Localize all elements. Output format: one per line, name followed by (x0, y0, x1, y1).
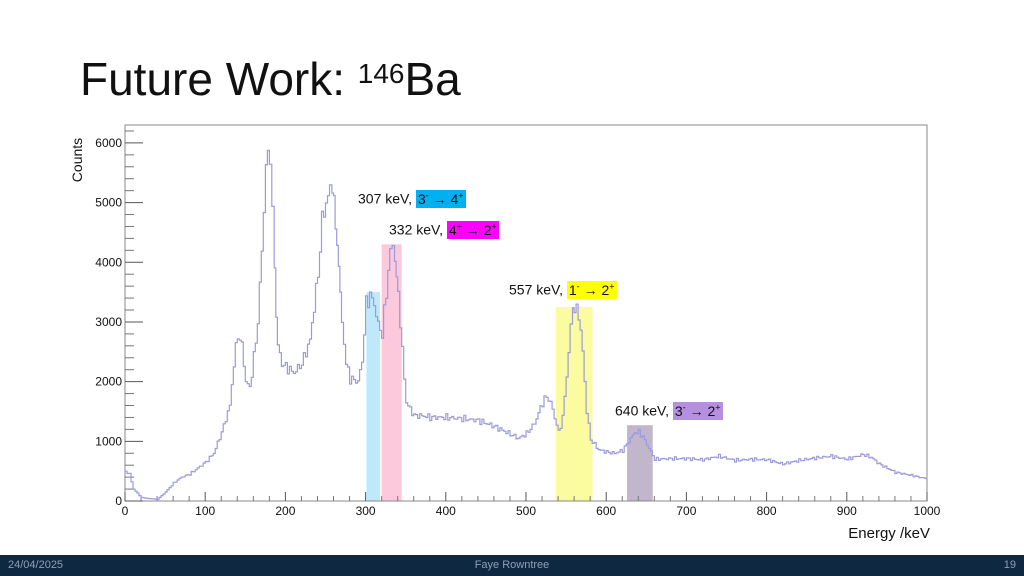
x-tick-label: 600 (596, 504, 616, 518)
parity-from: - (576, 281, 580, 291)
annotation-transition: 3- → 4+ (415, 189, 466, 208)
arrow-icon: → (583, 281, 598, 298)
parity-to: + (715, 402, 721, 412)
x-tick-label: 0 (122, 504, 129, 518)
y-axis: 0 1000 2000 3000 4000 5000 6000 (95, 130, 143, 508)
parity-to: + (491, 221, 497, 231)
spectrum-line (125, 149, 928, 500)
slide-footer: 24/04/2025 Faye Rowntree 19 (0, 555, 1024, 576)
spin-to: 4 (450, 190, 459, 207)
x-tick-label: 800 (757, 504, 777, 518)
x-tick-label: 300 (356, 504, 376, 518)
parity-to: + (458, 190, 464, 200)
y-tick-label: 0 (115, 494, 122, 508)
title-main: Future Work: (80, 53, 358, 105)
annotation-307: 307 keV, 3- → 4+ (358, 189, 466, 208)
annotation-640: 640 keV, 3- → 2+ (615, 401, 723, 420)
spin-from: 3 (417, 190, 426, 207)
annotation-transition: 3- → 2+ (672, 401, 723, 420)
y-axis-label: Counts (69, 138, 85, 182)
annotation-energy: 557 keV, (509, 281, 567, 298)
highlight-band (555, 307, 593, 501)
annotation-transition: 4+ → 2+ (446, 220, 499, 239)
parity-from: - (425, 190, 429, 200)
annotation-332: 332 keV, 4+ → 2+ (389, 220, 499, 239)
title-element: Ba (404, 53, 461, 105)
y-tick-label: 5000 (95, 196, 122, 210)
footer-page-number: 19 (1003, 559, 1016, 571)
parity-from: - (682, 402, 686, 412)
y-tick-label: 1000 (95, 434, 122, 448)
annotation-transition: 1- → 2+ (566, 280, 617, 299)
spin-to: 2 (483, 221, 492, 238)
y-tick-label: 6000 (95, 136, 122, 150)
arrow-icon: → (432, 190, 447, 207)
spin-to: 2 (601, 281, 610, 298)
highlight-band (381, 244, 402, 501)
x-tick-label: 200 (275, 504, 295, 518)
x-tick-label: 500 (516, 504, 536, 518)
y-tick-label: 3000 (95, 315, 122, 329)
plot-frame (124, 124, 928, 502)
spectrum-chart: 0 100 200 300 400 500 600 700 800 900 1000 0100020… (69, 124, 941, 542)
footer-date: 24/04/2025 (8, 559, 64, 571)
parity-from: + (456, 221, 462, 231)
parity-to: + (609, 281, 615, 291)
x-tick-label: 1000 (914, 504, 941, 518)
spin-from: 1 (568, 281, 577, 298)
x-tick-label: 700 (676, 504, 696, 518)
arrow-icon: → (689, 402, 704, 419)
x-tick-label: 100 (195, 504, 215, 518)
y-tick-label: 4000 (95, 255, 122, 269)
spin-to: 2 (707, 402, 716, 419)
annotation-energy: 640 keV, (615, 402, 673, 419)
spin-from: 4 (448, 221, 457, 238)
x-axis: 0 100 200 300 400 500 600 700 800 900 1000 (122, 492, 941, 518)
arrow-icon: → (465, 221, 480, 238)
highlight-band (366, 292, 381, 501)
annotation-557: 557 keV, 1- → 2+ (509, 280, 617, 299)
slide-title: Future Work: 146Ba (80, 52, 461, 106)
spin-from: 3 (674, 402, 683, 419)
title-mass-number: 146 (357, 58, 405, 89)
annotation-energy: 307 keV, (358, 190, 416, 207)
y-tick-label: 2000 (95, 375, 122, 389)
x-axis-label: Energy /keV (848, 525, 930, 542)
footer-author: Faye Rowntree (474, 559, 550, 571)
x-tick-label: 900 (837, 504, 857, 518)
x-tick-label: 400 (436, 504, 456, 518)
annotation-energy: 332 keV, (389, 221, 447, 238)
